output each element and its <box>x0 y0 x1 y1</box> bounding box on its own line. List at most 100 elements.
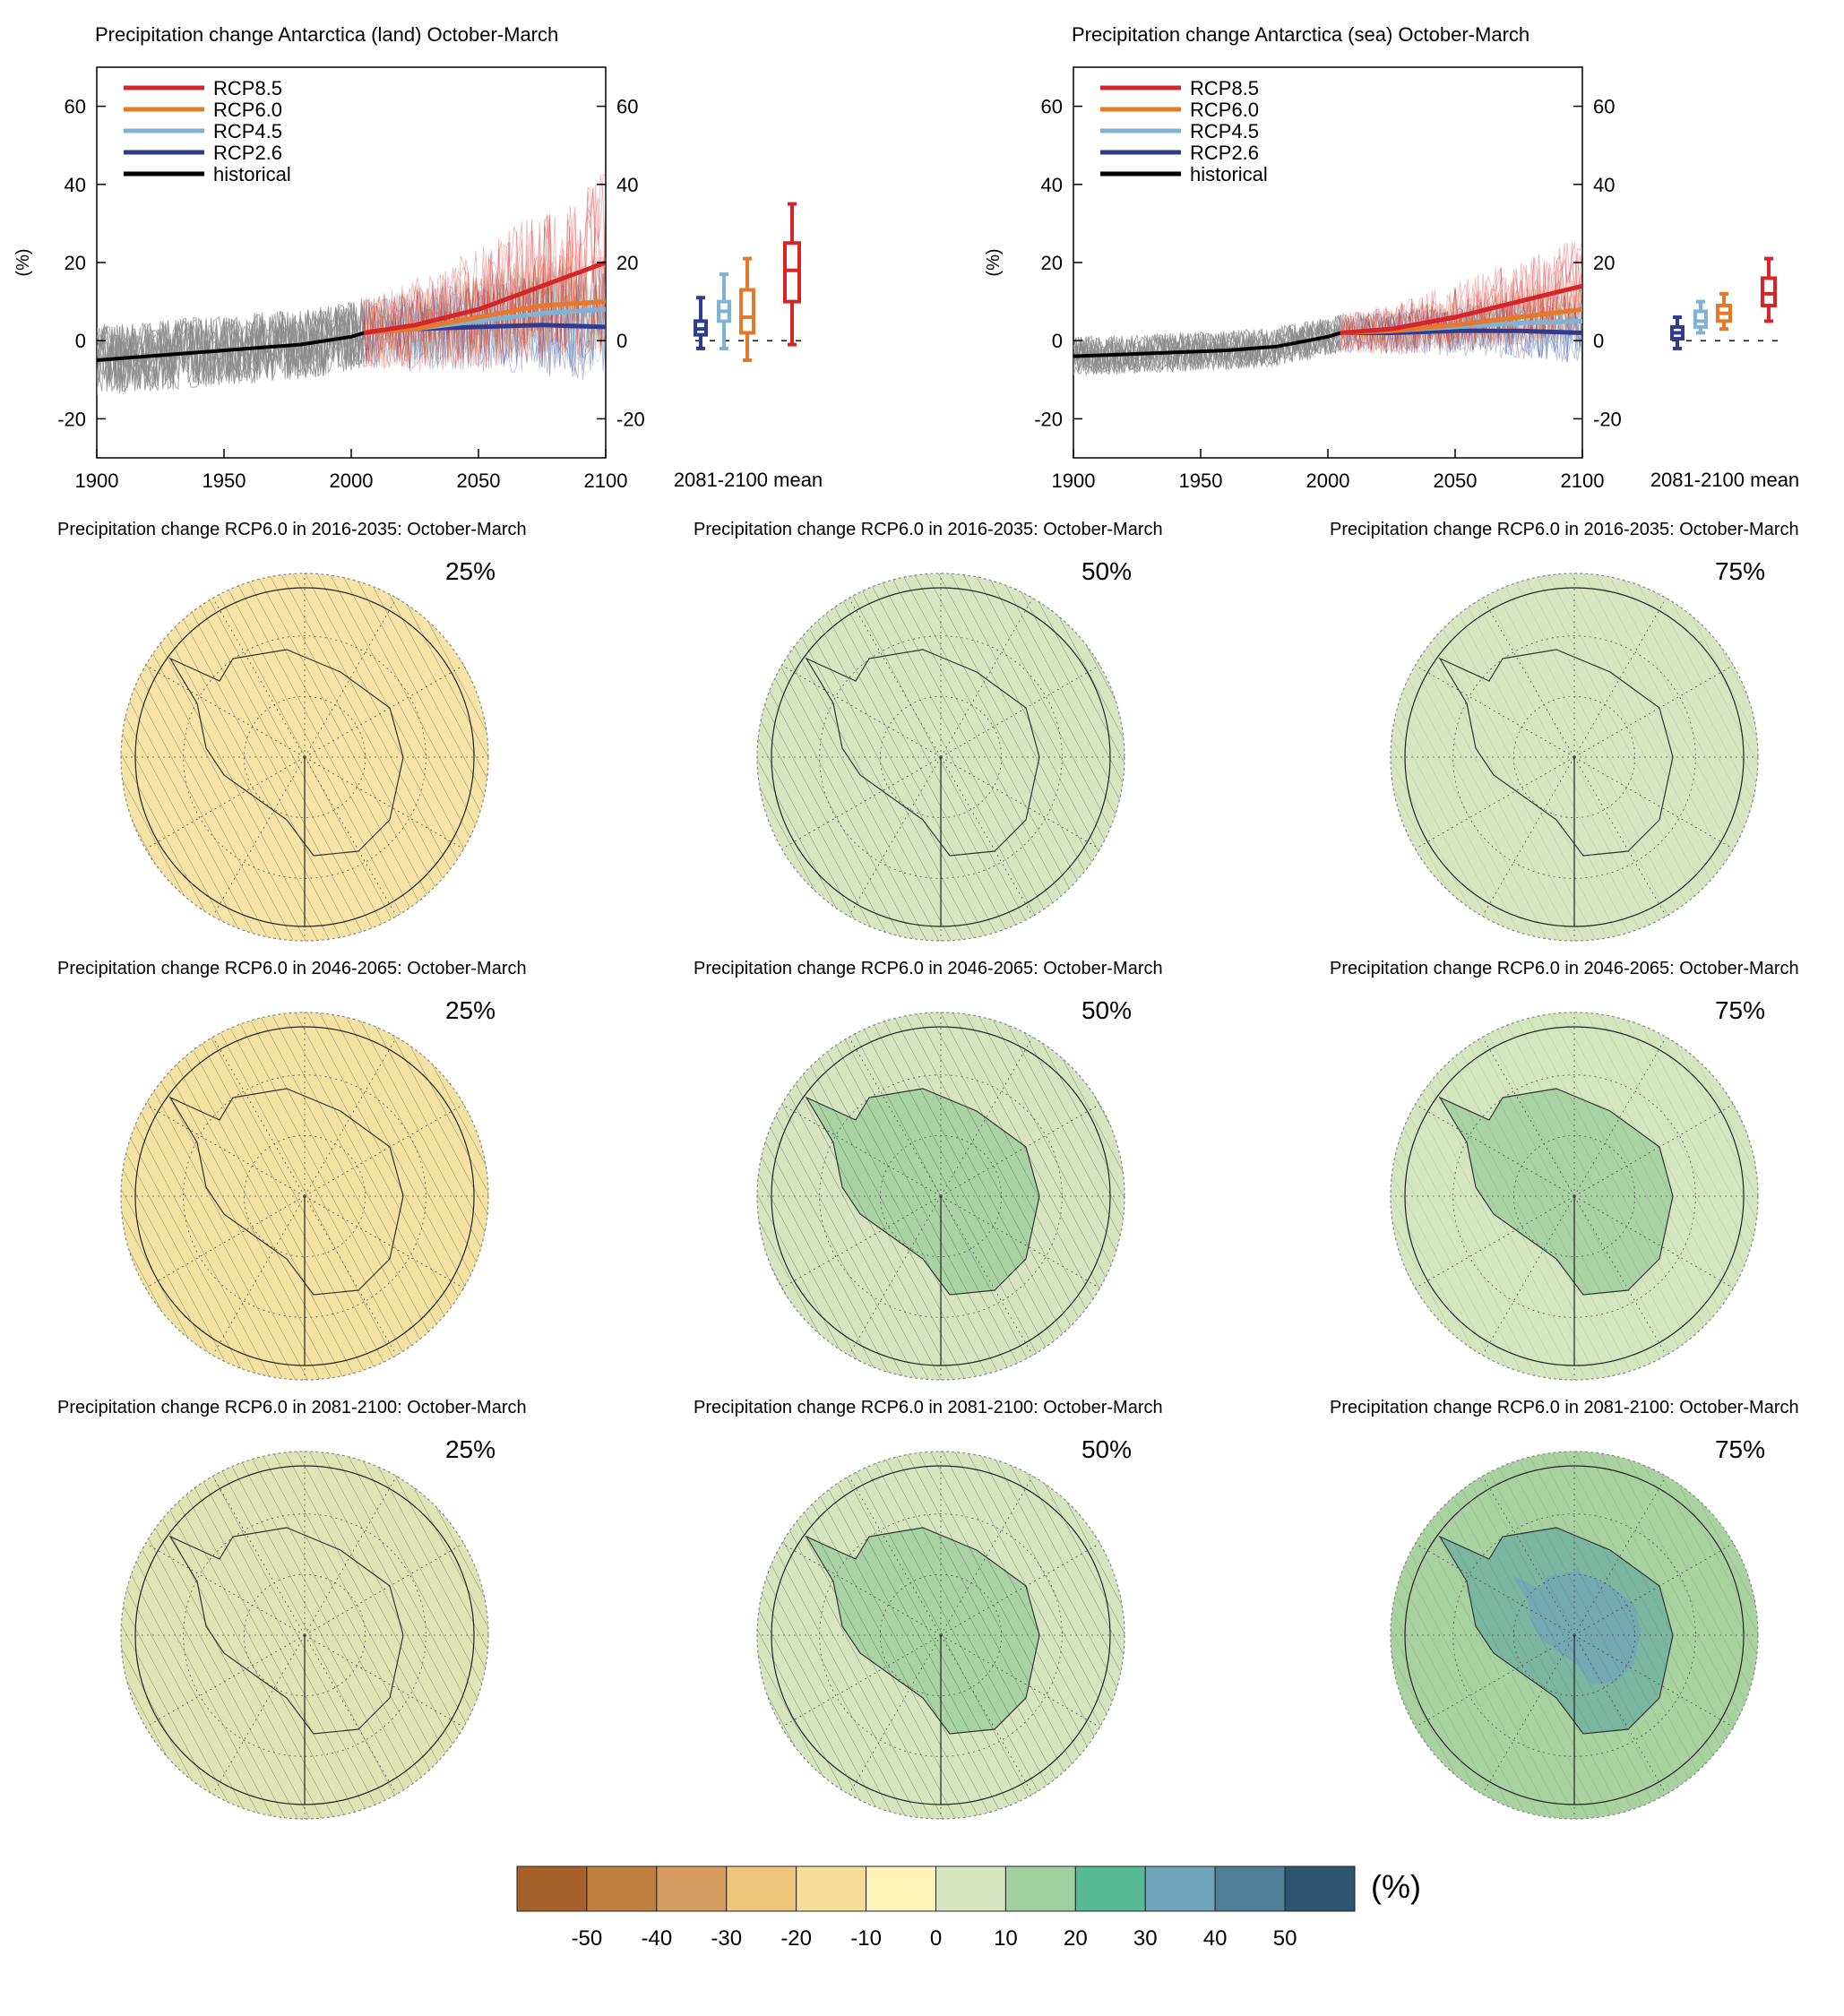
series-line-rcp85 <box>1340 283 1582 335</box>
latitude-circle <box>183 1074 427 1318</box>
meridian-line <box>1415 1195 1575 1288</box>
meridian-line <box>145 1543 306 1636</box>
meridian-line <box>940 665 1100 758</box>
meridian-line <box>1415 665 1575 758</box>
y-tick-label: 20 <box>1593 252 1615 274</box>
x-tick-label: 2050 <box>457 470 501 492</box>
meridian-line <box>145 1104 306 1197</box>
map-border <box>120 573 489 942</box>
y-tick-label: -20 <box>1593 408 1622 430</box>
x-tick-label: 1950 <box>202 470 246 492</box>
x-tick-label: 1950 <box>1179 470 1223 492</box>
map-border <box>120 1451 489 1820</box>
meridian-line <box>304 1476 397 1636</box>
map-title: Precipitation change RCP6.0 in 2016-2035… <box>57 520 527 539</box>
map-title: Precipitation change RCP6.0 in 2081-2100… <box>1330 1398 1799 1417</box>
meridian-line <box>1573 1543 1734 1636</box>
colorbar-tick-label: 10 <box>994 1926 1018 1951</box>
scenario-member-line <box>363 274 606 377</box>
meridian-line <box>1482 598 1575 758</box>
legend-label: RCP4.5 <box>213 120 282 142</box>
meridian-line <box>212 1476 306 1636</box>
boxplot-label: 2081-2100 mean <box>1650 469 1799 491</box>
colorbar-tick-label: 20 <box>1064 1926 1088 1951</box>
meridian-line <box>304 1195 397 1356</box>
boxplots-2081-2100 <box>694 202 803 362</box>
colorbar-swatch <box>726 1865 797 1912</box>
boxplot-box <box>1693 309 1708 329</box>
map-panel: Precipitation change RCP6.0 in 2016-2035… <box>57 520 527 942</box>
meridian-line <box>1573 1634 1734 1727</box>
x-tick-label: 1900 <box>75 470 119 492</box>
percentile-label: 75% <box>1715 996 1765 1024</box>
scenario-member-line <box>1340 293 1582 353</box>
map-title: Precipitation change RCP6.0 in 2046-2065… <box>1330 959 1799 978</box>
colorbar-tick-label: -40 <box>641 1926 672 1951</box>
colorbar-tick-label: 0 <box>930 1926 942 1951</box>
meridian-line <box>1573 1037 1667 1197</box>
scenario-member-line <box>363 264 606 366</box>
map-panel: Precipitation change RCP6.0 in 2081-2100… <box>57 1398 527 1820</box>
series-group <box>97 260 606 362</box>
scenario-member-line <box>363 256 606 369</box>
legend-label: historical <box>1190 163 1268 185</box>
meridian-line <box>849 1195 942 1356</box>
y-tick-label: 0 <box>75 330 86 352</box>
map-title: Precipitation change RCP6.0 in 2046-2065… <box>694 959 1163 978</box>
meridian-line <box>304 1634 464 1727</box>
y-axis-left: -20 0 20 40 60 <box>57 96 106 430</box>
map-panel: Precipitation change RCP6.0 in 2081-2100… <box>694 1398 1163 1820</box>
meridian-line <box>1573 1195 1667 1356</box>
scenario-member-line <box>364 253 606 366</box>
meridian-line <box>849 756 942 917</box>
series-line-rcp60 <box>364 299 606 335</box>
series-line-historical <box>97 331 365 362</box>
meridian-line <box>781 665 942 758</box>
y-tick-label: 40 <box>1593 174 1615 196</box>
ensemble-spread <box>97 174 606 396</box>
y-tick-label: 40 <box>1041 174 1063 196</box>
meridian-line <box>940 756 1100 849</box>
latitude-circle <box>183 1513 427 1757</box>
meridian-line <box>304 665 464 758</box>
meridian-line <box>1482 1195 1575 1356</box>
timeseries-title: Precipitation change Antarctica (sea) Oc… <box>1072 23 1529 46</box>
meridian-line <box>849 1037 942 1197</box>
y-tick-label: 20 <box>65 252 86 274</box>
colorbar-tick-label: -30 <box>711 1926 742 1951</box>
scenario-member-line <box>363 185 606 370</box>
colorbar-tick-label: -20 <box>780 1926 812 1951</box>
map-panel: Precipitation change RCP6.0 in 2046-2065… <box>694 959 1163 1381</box>
map-panel: Precipitation change RCP6.0 in 2081-2100… <box>1330 1398 1799 1820</box>
meridian-line <box>1573 1104 1734 1197</box>
meridian-line <box>849 598 942 758</box>
x-axis: 1900 1950 2000 2050 2100 <box>1052 449 1604 492</box>
meridian-line <box>781 1543 942 1636</box>
meridian-line <box>849 1634 942 1795</box>
meridian-line <box>1573 1195 1734 1288</box>
meridian-line <box>1573 598 1667 758</box>
percentile-label: 50% <box>1081 557 1132 585</box>
meridian-line <box>304 1634 397 1795</box>
scenario-member-line <box>363 278 606 372</box>
boxplot-box <box>783 241 801 304</box>
meridian-line <box>1415 1543 1575 1636</box>
y-axis-label: (%) <box>13 248 33 276</box>
x-tick-label: 2000 <box>1306 470 1350 492</box>
map-title: Precipitation change RCP6.0 in 2046-2065… <box>57 959 527 978</box>
legend-label: RCP6.0 <box>213 99 282 121</box>
meridian-line <box>940 1634 1033 1795</box>
scenario-member-line <box>363 280 606 381</box>
scenario-member-line <box>363 187 606 368</box>
map-grid: Precipitation change RCP6.0 in 2016-2035… <box>57 520 1799 1820</box>
map-title: Precipitation change RCP6.0 in 2016-2035… <box>694 520 1163 539</box>
meridian-line <box>781 756 942 849</box>
ensemble-spread <box>1073 240 1582 377</box>
x-tick-label: 1900 <box>1052 470 1096 492</box>
meridian-line <box>781 1634 942 1727</box>
percentile-label: 25% <box>445 996 495 1024</box>
latitude-circle <box>819 635 1063 879</box>
map-panel: Precipitation change RCP6.0 in 2046-2065… <box>1330 959 1799 1381</box>
y-tick-label: 20 <box>616 252 638 274</box>
